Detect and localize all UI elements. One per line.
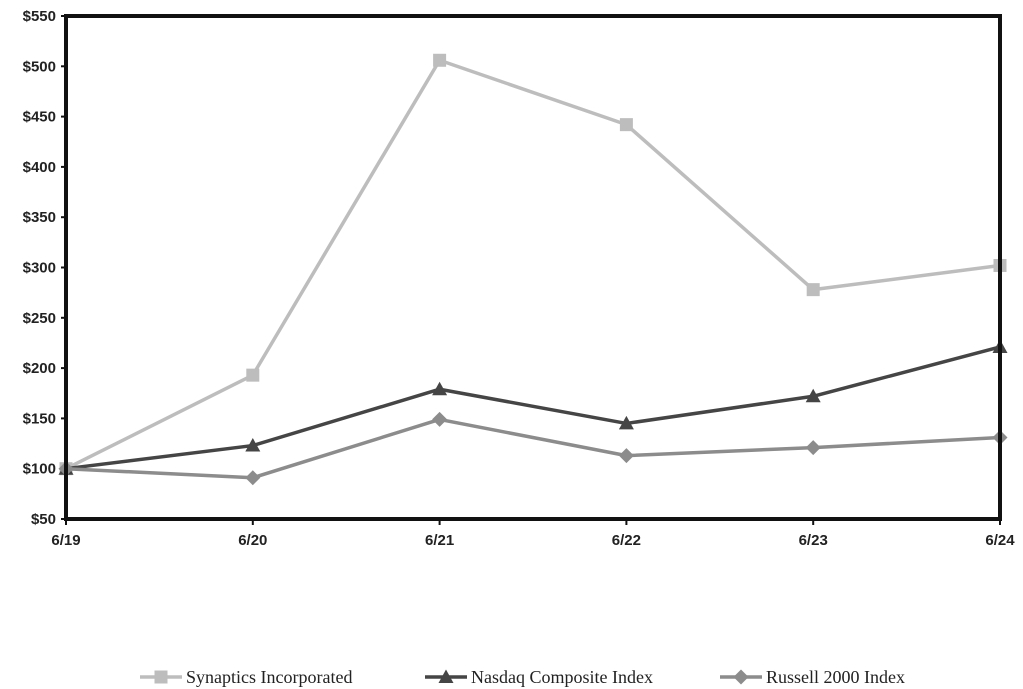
x-tick-label: 6/21 [425, 532, 454, 549]
y-tick-label: $450 [23, 109, 56, 126]
data-point [805, 388, 821, 403]
series-diamond [58, 411, 1008, 486]
legend-label: Russell 2000 Index [766, 667, 905, 687]
legend: Synaptics Incorporated Nasdaq Composite I… [140, 667, 905, 687]
y-axis-ticks: $50 $100 $150 $200 $250 $300 $350 $400 $450 $500 $… [23, 8, 66, 528]
y-tick-label: $350 [23, 209, 56, 226]
legend-swatch-marker [438, 669, 454, 683]
legend-label: Synaptics Incorporated [186, 667, 352, 687]
series-square [59, 53, 1007, 476]
x-tick-label: 6/23 [799, 532, 828, 549]
series-line [65, 417, 1001, 480]
data-point [432, 381, 448, 396]
data-point [433, 53, 447, 67]
data-point [245, 470, 261, 486]
legend-label: Nasdaq Composite Index [471, 667, 653, 687]
legend-item: Nasdaq Composite Index [425, 667, 653, 687]
x-axis-ticks: 6/19 6/20 6/21 6/22 6/23 6/24 [51, 519, 1015, 549]
y-tick-label: $500 [23, 58, 56, 75]
series-triangle [58, 339, 1008, 475]
y-tick-label: $100 [23, 461, 56, 478]
x-tick-label: 6/24 [985, 532, 1015, 549]
data-point [432, 411, 448, 427]
series-line [65, 345, 1001, 471]
y-tick-label: $200 [23, 360, 56, 377]
data-point [619, 118, 633, 132]
data-point [245, 438, 261, 452]
y-tick-label: $400 [23, 159, 56, 176]
data-point [618, 415, 634, 430]
data-point [618, 448, 634, 464]
legend-item: Russell 2000 Index [720, 667, 905, 687]
y-tick-label: $250 [23, 310, 56, 327]
y-tick-label: $550 [23, 8, 56, 25]
data-point [246, 368, 260, 382]
x-tick-label: 6/19 [51, 532, 80, 549]
legend-swatch-marker [733, 669, 749, 685]
y-tick-label: $50 [31, 511, 56, 528]
y-tick-label: $300 [23, 260, 56, 277]
x-tick-label: 6/20 [238, 532, 267, 549]
legend-swatch-marker [154, 670, 168, 684]
data-point [805, 440, 821, 456]
legend-item: Synaptics Incorporated [140, 667, 352, 687]
data-point [806, 283, 820, 297]
plot-frame [64, 14, 1002, 521]
y-tick-label: $150 [23, 410, 56, 427]
series-line [65, 58, 1001, 471]
series-layer [58, 53, 1008, 486]
x-tick-label: 6/22 [612, 532, 641, 549]
